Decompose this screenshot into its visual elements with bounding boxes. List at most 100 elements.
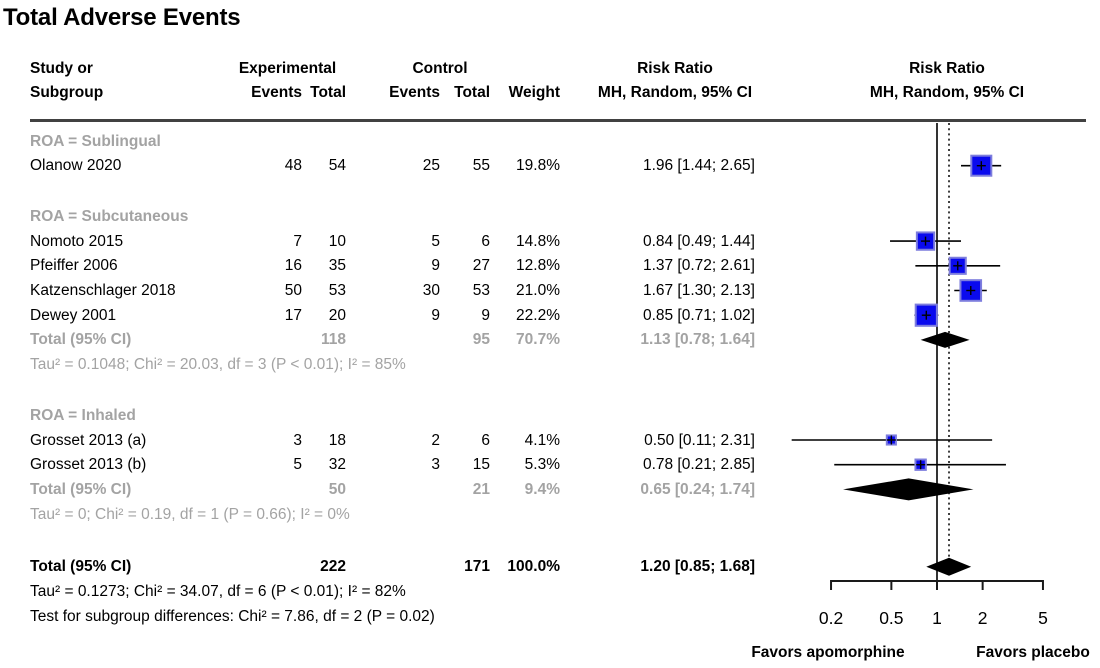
ctrl-total-cell: 6 [481, 431, 490, 449]
risk-ratio-cell: 1.67 [1.30; 2.13] [642, 282, 755, 299]
weight-cell: 5.3% [524, 456, 560, 474]
x-axis-tick-label: 1 [932, 608, 942, 628]
table-row-subgroup: ROA = Subcutaneous [0, 204, 1100, 229]
heterogeneity-note: Test for subgroup differences: Chi² = 7.… [30, 607, 435, 625]
risk-ratio-cell: 0.50 [0.11; 2.31] [644, 431, 755, 449]
risk-ratio-cell: 0.78 [0.21; 2.85] [642, 456, 755, 474]
header-exp-events: Events [251, 84, 302, 101]
table-row-study: Grosset 2013 (a) 3 2 18 6 4.1% 0.50 [0.11; 2.3… [0, 428, 1100, 453]
exp-events-cell: 16 [284, 257, 302, 275]
exp-events-cell: 5 [293, 456, 302, 474]
exp-total-cell: 18 [328, 431, 346, 449]
ctrl-events-cell: 2 [431, 431, 440, 449]
table-row-study: Olanow 2020 48 25 54 55 19.8% 1.96 [1.44; 2.65… [0, 153, 1100, 178]
figure-title: Total Adverse Events [3, 4, 241, 31]
ctrl-events-cell: 5 [431, 232, 440, 250]
ctrl-events-cell: 30 [422, 282, 440, 299]
ctrl-total-cell: 27 [472, 257, 490, 275]
table-row-study: Katzenschlager 2018 50 30 53 53 21.0% 1.67 [1.… [0, 278, 1100, 303]
ctrl-total-cell: 21 [472, 480, 490, 498]
header-control: Control [412, 60, 468, 77]
x-axis-tick-label: 0.2 [819, 608, 843, 628]
table-row-study: Nomoto 2015 7 5 10 6 14.8% 0.84 [0.49; 1.44] [0, 229, 1100, 254]
exp-total-cell: 32 [328, 456, 346, 474]
subgroup-label: ROA = Sublingual [30, 132, 161, 150]
ctrl-events-cell: 9 [431, 257, 440, 275]
ctrl-total-cell: 15 [472, 456, 490, 474]
risk-ratio-cell: 1.37 [0.72; 2.61] [642, 257, 755, 275]
study-name: Total (95% CI) [30, 480, 132, 498]
exp-total-cell: 53 [328, 282, 346, 299]
table-row-subtotal: Total (95% CI) 118 95 70.7% 1.13 [0.78; 1.64… [0, 327, 1100, 352]
exp-total-cell: 10 [328, 232, 346, 250]
risk-ratio-cell: 0.65 [0.24; 1.74] [640, 480, 755, 498]
header-study-line2: Subgroup [30, 84, 104, 101]
study-name: Dewey 2001 [30, 306, 117, 324]
table-row-subtotal: Total (95% CI) 50 21 9.4% 0.65 [0.24; 1.74] [0, 477, 1100, 502]
study-name: Grosset 2013 (a) [30, 431, 147, 449]
table-row-study: Grosset 2013 (b) 5 3 32 15 5.3% 0.78 [0.21; 2.… [0, 452, 1100, 477]
exp-total-cell: 50 [328, 480, 346, 498]
exp-total-cell: 35 [328, 257, 346, 275]
header-method-plot: MH, Random, 95% CI [869, 84, 1025, 101]
risk-ratio-cell: 1.13 [0.78; 1.64] [640, 331, 755, 349]
risk-ratio-cell: 1.20 [0.85; 1.68] [640, 558, 755, 576]
exp-events-cell: 48 [284, 157, 302, 175]
table-row-hetero-overall: Test for subgroup differences: Chi² = 7.… [0, 604, 1100, 629]
exp-total-cell: 222 [320, 558, 346, 576]
header-exp-total: Total [310, 84, 346, 101]
header-experimental: Experimental [238, 60, 337, 77]
exp-total-cell: 20 [328, 306, 346, 324]
study-name: Grosset 2013 (b) [30, 456, 147, 474]
header-risk-ratio-text: Risk Ratio [637, 60, 713, 77]
table-row-hetero: Tau² = 0.1048; Chi² = 20.03, df = 3 (P <… [0, 352, 1100, 377]
study-name: Total (95% CI) [30, 331, 132, 349]
x-axis-tick-label: 2 [978, 608, 988, 628]
header-method-text: MH, Random, 95% CI [597, 84, 753, 101]
weight-cell: 4.1% [524, 431, 560, 449]
subgroup-label: ROA = Inhaled [30, 406, 136, 424]
risk-ratio-cell: 0.84 [0.49; 1.44] [642, 232, 755, 250]
ctrl-events-cell: 25 [422, 157, 440, 175]
weight-cell: 70.7% [516, 331, 560, 349]
risk-ratio-cell: 0.85 [0.71; 1.02] [642, 306, 755, 324]
favors-left-label: Favors apomorphine [751, 644, 905, 661]
ctrl-events-cell: 9 [431, 306, 440, 324]
subgroup-label: ROA = Subcutaneous [30, 207, 189, 225]
table-row-total: Total (95% CI) 222 171 100.0% 1.20 [0.85; 1.… [0, 554, 1100, 579]
table-row-subgroup: ROA = Sublingual [0, 129, 1100, 154]
heterogeneity-note: Tau² = 0.1048; Chi² = 20.03, df = 3 (P <… [30, 356, 406, 374]
exp-total-cell: 54 [328, 157, 346, 175]
header-ctrl-events: Events [389, 84, 440, 101]
ctrl-total-cell: 55 [472, 157, 490, 175]
favors-right-label: Favors placebo [976, 644, 1090, 661]
pooled-diamond [920, 331, 970, 348]
heterogeneity-note: Tau² = 0.1273; Chi² = 34.07, df = 6 (P <… [30, 583, 406, 600]
risk-ratio-cell: 1.96 [1.44; 2.65] [642, 157, 755, 175]
exp-total-cell: 118 [320, 331, 346, 349]
x-axis-tick-label: 5 [1038, 608, 1048, 628]
table-row-study: Pfeiffer 2006 16 9 35 27 12.8% 1.37 [0.72; 2.6… [0, 253, 1100, 278]
header-risk-ratio-plot: Risk Ratio [909, 60, 985, 77]
weight-cell: 14.8% [516, 232, 560, 250]
header-weight: Weight [508, 84, 560, 101]
table-row-study: Dewey 2001 17 9 20 9 22.2% 0.85 [0.71; 1.02] [0, 303, 1100, 328]
weight-cell: 21.0% [516, 282, 560, 299]
table-row-hetero-overall: Tau² = 0.1273; Chi² = 34.07, df = 6 (P <… [0, 579, 1100, 604]
weight-cell: 9.4% [524, 480, 560, 498]
pooled-diamond [843, 478, 974, 501]
x-axis-tick-label: 0.5 [879, 608, 903, 628]
study-name: Pfeiffer 2006 [30, 257, 118, 275]
weight-cell: 22.2% [516, 306, 560, 324]
ctrl-total-cell: 95 [472, 331, 490, 349]
study-name: Nomoto 2015 [30, 232, 124, 250]
header-ctrl-total: Total [454, 84, 490, 101]
heterogeneity-note: Tau² = 0; Chi² = 0.19, df = 1 (P = 0.66)… [30, 505, 350, 523]
table-row-hetero: Tau² = 0; Chi² = 0.19, df = 1 (P = 0.66)… [0, 502, 1100, 527]
ctrl-total-cell: 9 [481, 306, 490, 324]
pooled-diamond [926, 557, 972, 576]
exp-events-cell: 17 [284, 306, 302, 324]
exp-events-cell: 3 [293, 431, 302, 449]
weight-cell: 19.8% [516, 157, 560, 175]
